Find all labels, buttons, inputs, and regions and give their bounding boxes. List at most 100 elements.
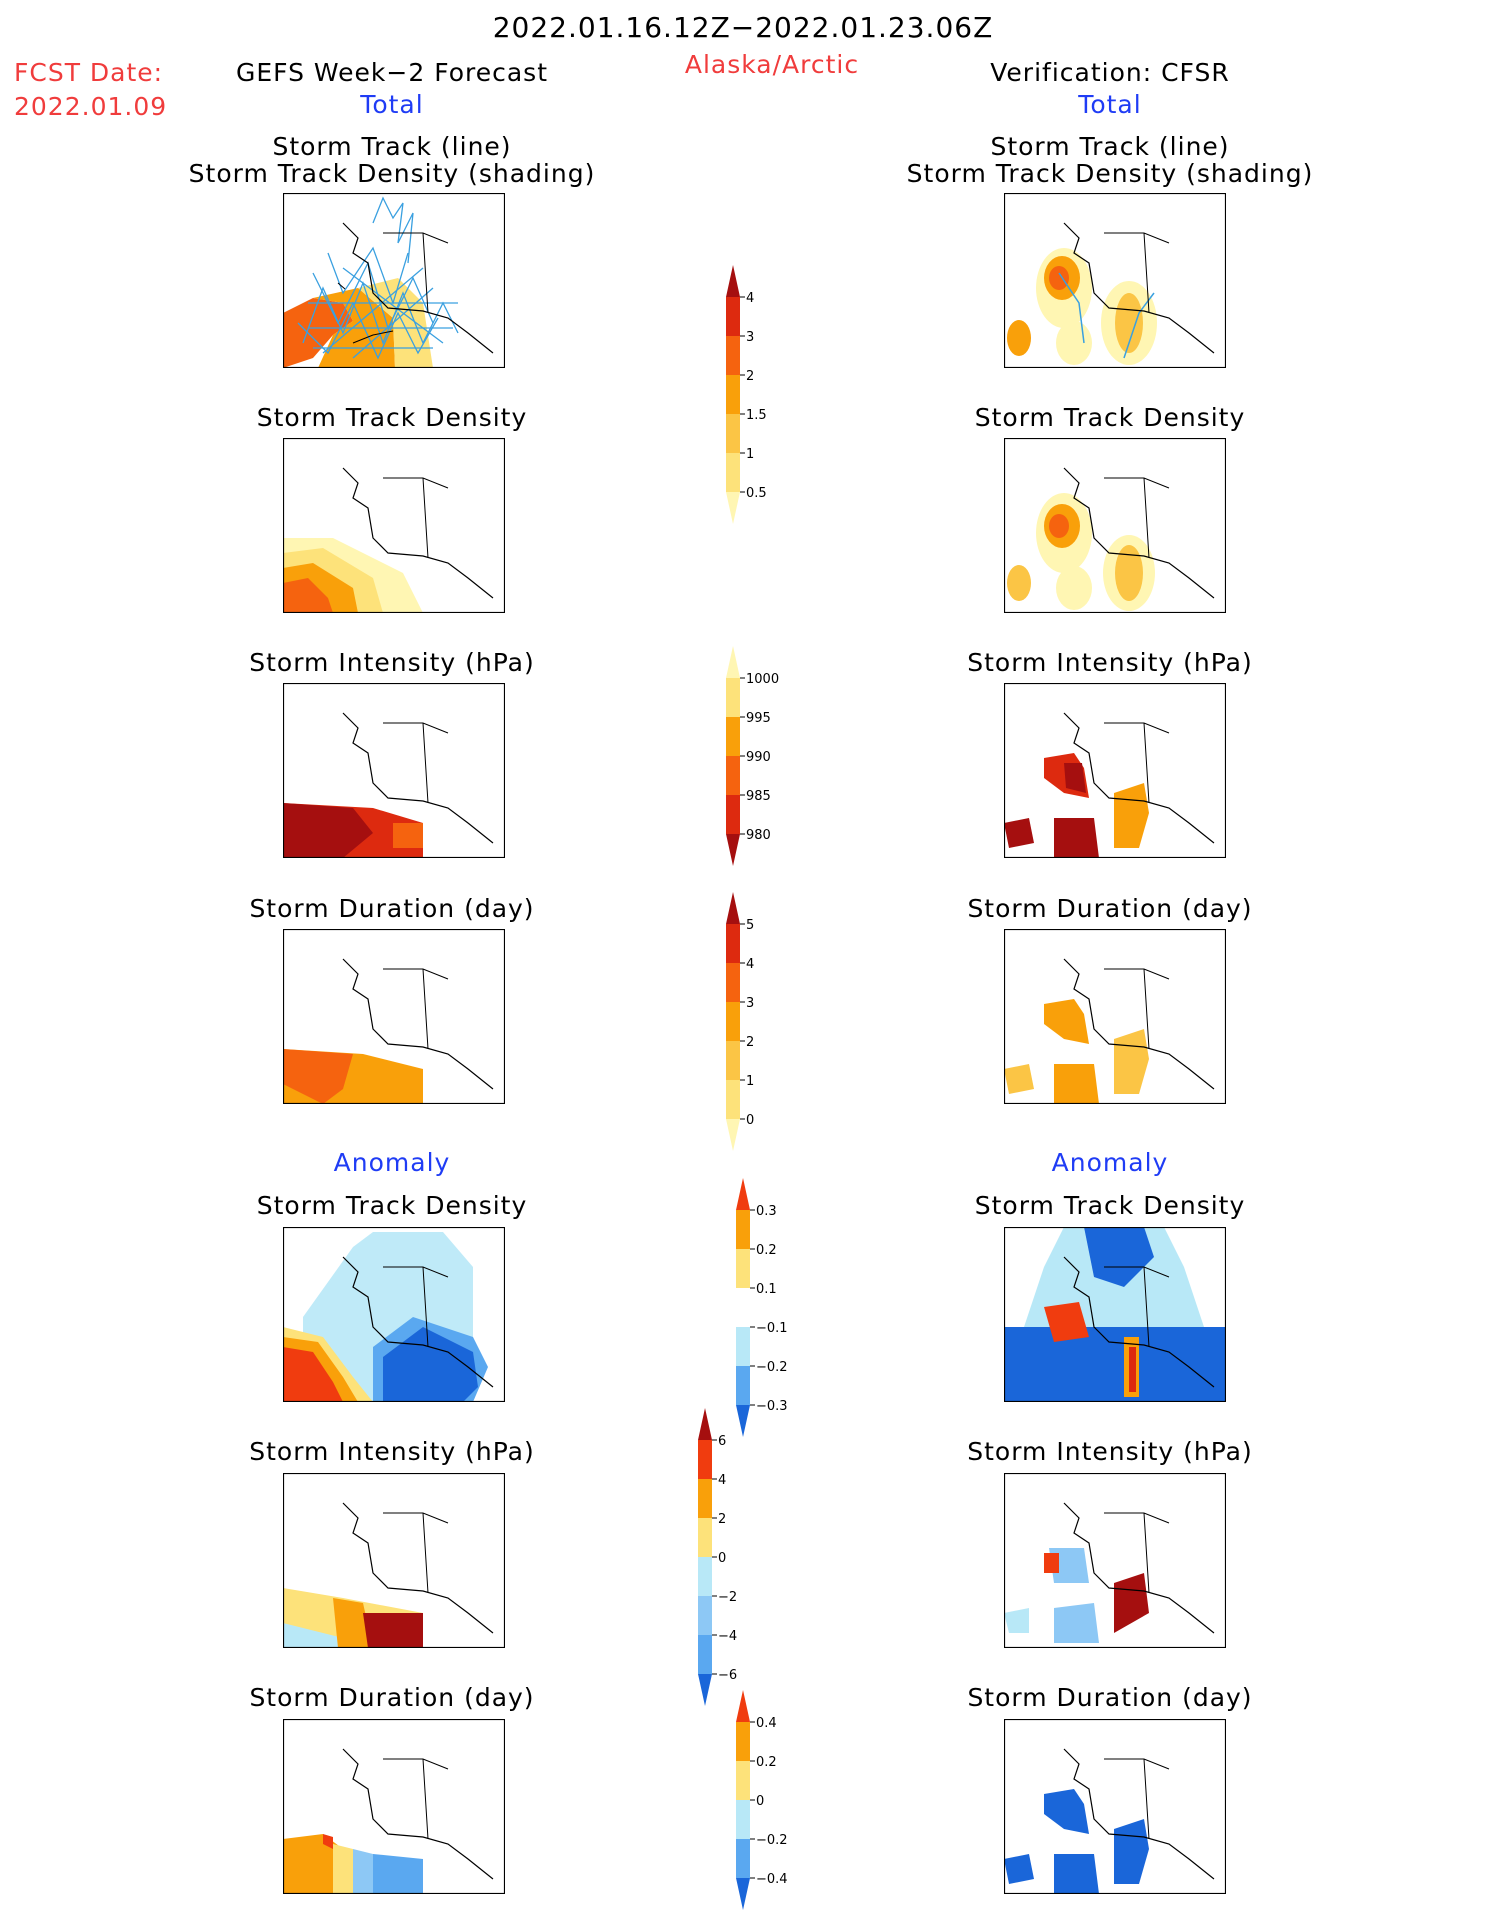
colorbar-tick-label: 4 [746, 291, 754, 306]
map-anom-density-verification [1004, 1227, 1226, 1402]
panel-title-track-right: Storm Track (line) Storm Track Density (… [906, 132, 1314, 188]
colorbar-swatch [726, 924, 740, 963]
colorbar-swatch [736, 1366, 750, 1405]
colorbar-swatch [698, 1518, 712, 1557]
colorbar-tick-label: 990 [746, 750, 771, 765]
map-density-verification [1004, 438, 1226, 613]
colorbar-swatch [698, 1674, 712, 1706]
colorbar-tick-label: −2 [718, 1590, 737, 1605]
colorbar-tick-label: 1 [746, 447, 754, 462]
colorbar-tick-label: 3 [746, 996, 754, 1011]
colorbar-tick-label: −0.3 [756, 1399, 788, 1414]
colorbar-swatch [736, 1839, 750, 1878]
left-total-label: Total [360, 90, 424, 119]
colorbar-swatch [736, 1878, 750, 1910]
colorbar-swatch [726, 892, 740, 924]
colorbar-tick-label: 0 [746, 1113, 754, 1128]
colorbar-swatch [736, 1210, 750, 1249]
colorbar-tick-label: 4 [718, 1473, 726, 1488]
forecast-period: 2022.01.16.12Z−2022.01.23.06Z [492, 11, 994, 44]
panel-title-anom-density-left: Storm Track Density [256, 1191, 528, 1220]
panel-title-intensity-left: Storm Intensity (hPa) [249, 648, 535, 677]
colorbar-swatch [698, 1635, 712, 1674]
colorbar-tick-label: 1 [746, 1074, 754, 1089]
colorbar-tick-label: 5 [746, 918, 754, 933]
colorbar-anom-density: 0.3 0.2 0.1 −0.1 −0.2 −0.3 [736, 1178, 796, 1458]
colorbar-anom-duration: 0.4 0.2 0 −0.2 −0.4 [736, 1690, 796, 1930]
colorbar-tick-label: 2 [718, 1512, 726, 1527]
map-intensity-verification [1004, 683, 1226, 858]
panel-title-anom-duration-right: Storm Duration (day) [967, 1683, 1253, 1712]
panel-title-track-left: Storm Track (line) Storm Track Density (… [188, 132, 596, 188]
panel-title-intensity-right: Storm Intensity (hPa) [967, 648, 1253, 677]
colorbar-swatch [726, 1119, 740, 1151]
colorbar-swatch [726, 297, 740, 336]
colorbar-tick-label: 985 [746, 789, 771, 804]
panel-title-duration-right: Storm Duration (day) [967, 894, 1253, 923]
colorbar-tick-label: 1.5 [746, 408, 767, 423]
colorbar-tick-label: 0.3 [756, 1204, 777, 1219]
colorbar-swatch [698, 1479, 712, 1518]
gefs-title: GEFS Week−2 Forecast [235, 58, 549, 87]
colorbar-tick-label: −0.2 [756, 1360, 788, 1375]
colorbar-tick-label: 0.2 [756, 1755, 777, 1770]
map-track-verification [1004, 193, 1226, 368]
map-track-forecast [283, 193, 505, 368]
panel-title-duration-left: Storm Duration (day) [249, 894, 535, 923]
colorbar-swatch [726, 963, 740, 1002]
colorbar-anom-intensity: 6 4 2 0 −2 −4 −6 [698, 1408, 758, 1718]
map-anom-duration-forecast [283, 1719, 505, 1894]
colorbar-tick-label: 0 [718, 1551, 726, 1566]
colorbar-swatch [726, 375, 740, 414]
panel-title-anom-intensity-right: Storm Intensity (hPa) [967, 1437, 1253, 1466]
colorbar-swatch [726, 646, 740, 678]
map-anom-intensity-forecast [283, 1473, 505, 1648]
colorbar-swatch [726, 336, 740, 375]
map-anom-duration-verification [1004, 1719, 1226, 1894]
colorbar-tick-label: 0.4 [756, 1716, 777, 1731]
colorbar-swatch [736, 1405, 750, 1437]
colorbar-swatch [726, 265, 740, 297]
left-anomaly-label: Anomaly [333, 1148, 451, 1177]
colorbar-swatch [736, 1249, 750, 1288]
fcst-date-value: 2022.01.09 [14, 92, 168, 121]
colorbar-swatch [736, 1761, 750, 1800]
colorbar-swatch [726, 1080, 740, 1119]
panel-title-anom-intensity-left: Storm Intensity (hPa) [249, 1437, 535, 1466]
right-anomaly-label: Anomaly [1051, 1148, 1169, 1177]
region-label: Alaska/Arctic [684, 50, 860, 79]
colorbar-swatch [698, 1440, 712, 1479]
colorbar-swatch [726, 795, 740, 834]
colorbar-swatch [698, 1408, 712, 1440]
colorbar-intensity: 1000 995 990 985 980 [726, 646, 786, 886]
colorbar-tick-label: 0.2 [756, 1243, 777, 1258]
colorbar-tick-label: 0.5 [746, 486, 767, 501]
panel-title-density-right: Storm Track Density [974, 403, 1246, 432]
colorbar-swatch [736, 1690, 750, 1722]
colorbar-tick-label: 1000 [746, 672, 779, 687]
colorbar-swatch [698, 1596, 712, 1635]
colorbar-tick-label: 2 [746, 1035, 754, 1050]
colorbar-swatch [726, 834, 740, 866]
fcst-date-label: FCST Date: [14, 58, 164, 87]
colorbar-tick-label: 2 [746, 369, 754, 384]
colorbar-swatch [726, 717, 740, 756]
panel-title-anom-density-right: Storm Track Density [974, 1191, 1246, 1220]
map-anom-density-forecast [283, 1227, 505, 1402]
colorbar-tick-label: 4 [746, 957, 754, 972]
colorbar-swatch [726, 492, 740, 524]
colorbar-tick-label: −6 [718, 1668, 737, 1683]
verification-title: Verification: CFSR [990, 58, 1230, 87]
colorbar-tick-label: 980 [746, 828, 771, 843]
colorbar-tick-label: −4 [718, 1629, 737, 1644]
colorbar-tick-label: −0.4 [756, 1872, 788, 1887]
colorbar-tick-label: 0 [756, 1794, 764, 1809]
map-intensity-forecast [283, 683, 505, 858]
map-duration-verification [1004, 929, 1226, 1104]
panel-title-density-left: Storm Track Density [256, 403, 528, 432]
colorbar-swatch [726, 453, 740, 492]
colorbar-tick-label: 995 [746, 711, 771, 726]
panel-title-anom-duration-left: Storm Duration (day) [249, 1683, 535, 1712]
colorbar-tick-label: 3 [746, 330, 754, 345]
colorbar-tick-label: −0.1 [756, 1321, 788, 1336]
